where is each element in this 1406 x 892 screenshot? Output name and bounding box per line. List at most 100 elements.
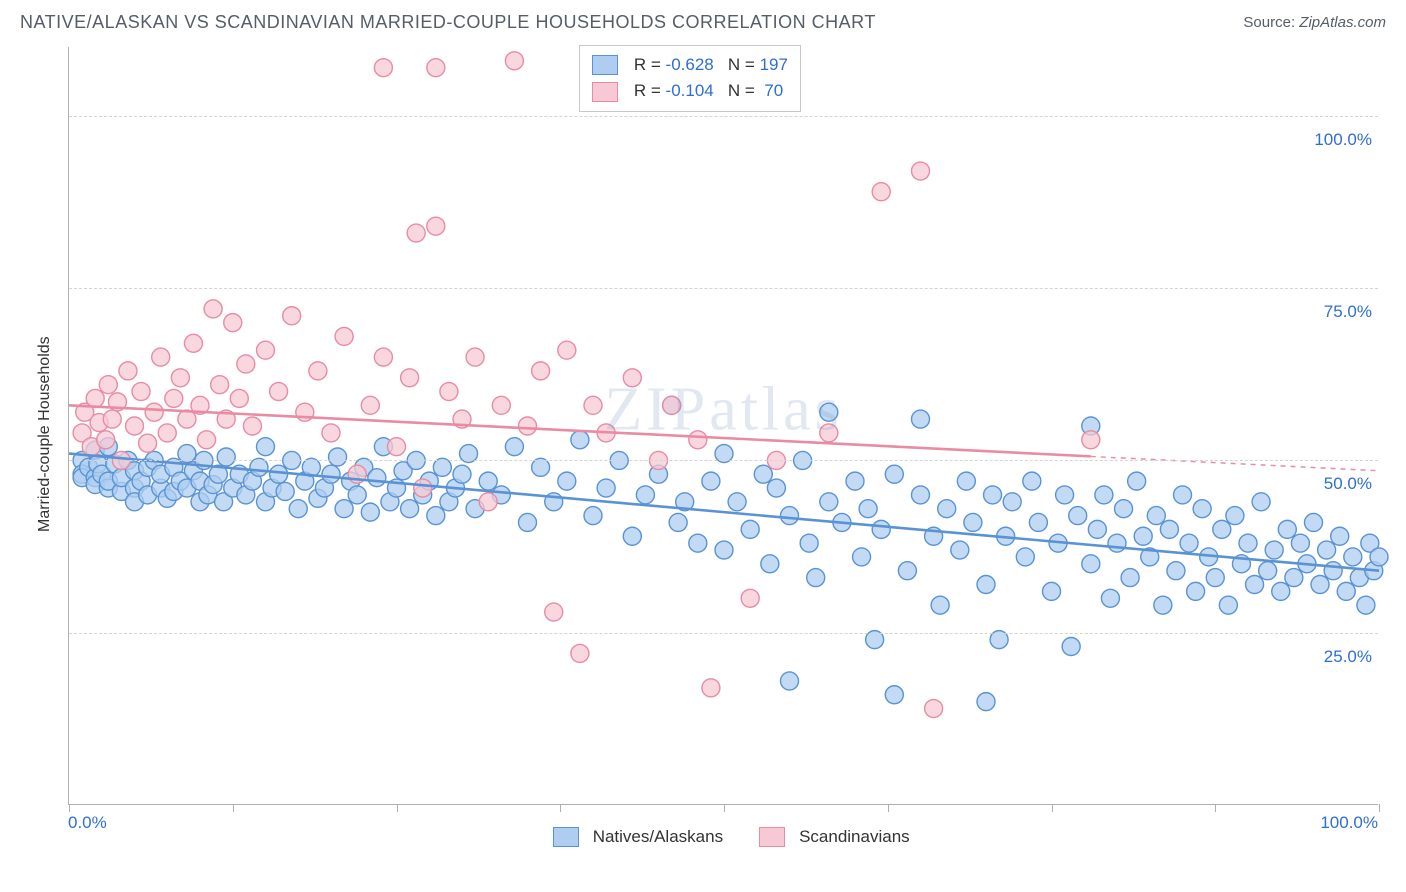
data-point <box>1357 596 1375 614</box>
data-point <box>912 162 930 180</box>
data-point <box>132 383 150 401</box>
data-point <box>1003 493 1021 511</box>
data-point <box>912 410 930 428</box>
data-point <box>309 362 327 380</box>
data-point <box>1180 534 1198 552</box>
data-point <box>689 431 707 449</box>
data-point <box>623 369 641 387</box>
data-point <box>1101 589 1119 607</box>
data-point <box>139 434 157 452</box>
data-point <box>1069 507 1087 525</box>
data-point <box>859 500 877 518</box>
data-point <box>636 486 654 504</box>
data-point <box>1337 582 1355 600</box>
data-point <box>669 513 687 531</box>
data-point <box>322 424 340 442</box>
chart-area: Married-couple Households ZIPatlas R = -… <box>20 41 1386 861</box>
data-point <box>158 424 176 442</box>
data-point <box>348 486 366 504</box>
data-point <box>1167 562 1185 580</box>
data-point <box>1154 596 1172 614</box>
data-point <box>211 376 229 394</box>
data-point <box>257 341 275 359</box>
data-point <box>532 362 550 380</box>
data-point <box>728 493 746 511</box>
data-point <box>1344 548 1362 566</box>
data-point <box>374 59 392 77</box>
data-point <box>925 700 943 718</box>
data-point <box>335 500 353 518</box>
data-point <box>1226 507 1244 525</box>
y-tick-label: 100.0% <box>1314 130 1372 150</box>
data-point <box>270 383 288 401</box>
data-point <box>257 438 275 456</box>
data-point <box>1043 582 1061 600</box>
data-point <box>1370 548 1388 566</box>
data-point <box>217 448 235 466</box>
data-point <box>243 417 261 435</box>
data-point <box>571 644 589 662</box>
data-point <box>479 472 497 490</box>
data-point <box>702 679 720 697</box>
data-point <box>407 224 425 242</box>
data-point <box>885 686 903 704</box>
data-point <box>820 403 838 421</box>
chart-source: Source: ZipAtlas.com <box>1243 14 1386 31</box>
data-point <box>1115 500 1133 518</box>
data-point <box>270 465 288 483</box>
x-tick <box>888 804 889 812</box>
data-point <box>558 472 576 490</box>
data-point <box>453 465 471 483</box>
data-point <box>1121 569 1139 587</box>
data-point <box>1095 486 1113 504</box>
data-point <box>558 341 576 359</box>
data-point <box>1278 520 1296 538</box>
data-point <box>1318 541 1336 559</box>
data-point <box>198 431 216 449</box>
data-point <box>237 355 255 373</box>
data-point <box>800 534 818 552</box>
data-point <box>224 314 242 332</box>
y-tick-label: 50.0% <box>1324 474 1372 494</box>
plot-area: ZIPatlas <box>68 47 1378 805</box>
data-point <box>152 348 170 366</box>
data-point <box>361 503 379 521</box>
data-point <box>283 307 301 325</box>
data-point <box>171 369 189 387</box>
data-point <box>1311 575 1329 593</box>
data-point <box>846 472 864 490</box>
data-point <box>1088 520 1106 538</box>
x-tick <box>724 804 725 812</box>
data-point <box>885 465 903 483</box>
data-point <box>440 383 458 401</box>
data-point <box>741 520 759 538</box>
data-point <box>807 569 825 587</box>
data-point <box>479 493 497 511</box>
data-point <box>1265 541 1283 559</box>
data-point <box>1305 513 1323 531</box>
data-point <box>427 507 445 525</box>
x-tick <box>1379 804 1380 812</box>
x-tick <box>1052 804 1053 812</box>
series-swatch <box>592 55 618 75</box>
data-point <box>505 438 523 456</box>
gridline <box>69 116 1378 117</box>
data-point <box>820 493 838 511</box>
data-point <box>951 541 969 559</box>
data-point <box>1147 507 1165 525</box>
plot-svg <box>69 47 1379 805</box>
gridline <box>69 460 1378 461</box>
data-point <box>912 486 930 504</box>
data-point <box>1193 500 1211 518</box>
data-point <box>689 534 707 552</box>
source-link[interactable]: ZipAtlas.com <box>1299 14 1386 31</box>
data-point <box>715 541 733 559</box>
chart-title: NATIVE/ALASKAN VS SCANDINAVIAN MARRIED-C… <box>20 12 876 33</box>
data-point <box>1082 431 1100 449</box>
data-point <box>99 376 117 394</box>
data-point <box>97 431 115 449</box>
gridline <box>69 633 1378 634</box>
data-point <box>401 500 419 518</box>
data-point <box>1062 638 1080 656</box>
data-point <box>1029 513 1047 531</box>
